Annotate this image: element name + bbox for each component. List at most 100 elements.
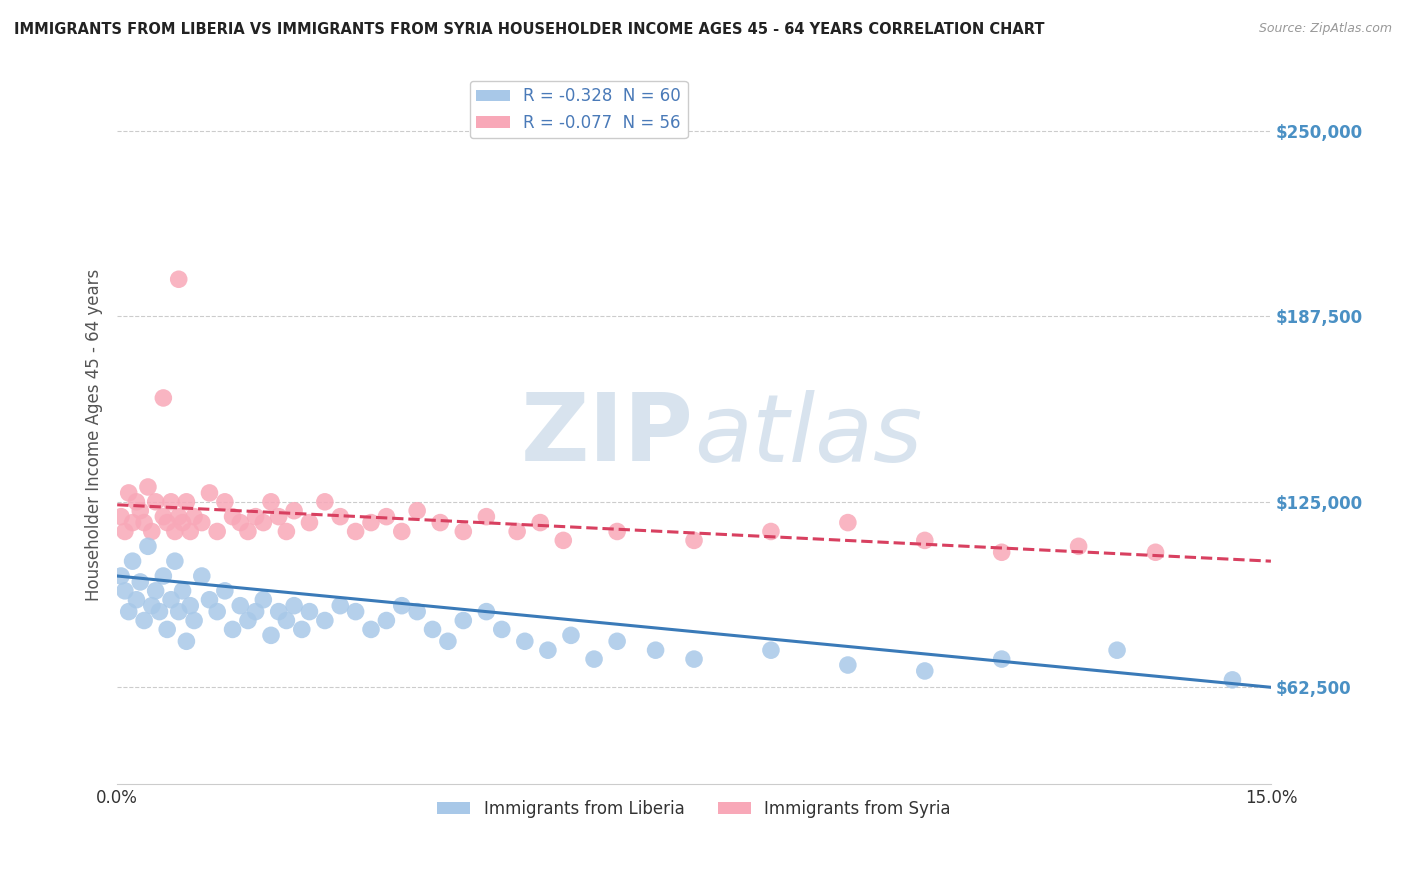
- Point: [183, 614, 205, 628]
- Text: Source: ZipAtlas.com: Source: ZipAtlas.com: [1258, 22, 1392, 36]
- Point: [422, 623, 444, 637]
- Point: [360, 623, 382, 637]
- Point: [214, 495, 236, 509]
- Point: [406, 605, 429, 619]
- Point: [198, 486, 221, 500]
- Point: [453, 524, 475, 539]
- Point: [759, 643, 782, 657]
- Point: [1222, 673, 1244, 687]
- Point: [990, 545, 1012, 559]
- Point: [214, 583, 236, 598]
- Point: [314, 495, 336, 509]
- Point: [837, 516, 859, 530]
- Point: [110, 509, 132, 524]
- Point: [283, 599, 305, 613]
- Point: [221, 509, 243, 524]
- Point: [132, 614, 155, 628]
- Point: [121, 516, 143, 530]
- Point: [176, 495, 198, 509]
- Point: [837, 658, 859, 673]
- Point: [172, 583, 194, 598]
- Point: [267, 605, 290, 619]
- Point: [375, 614, 398, 628]
- Point: [1144, 545, 1167, 559]
- Point: [145, 583, 167, 598]
- Point: [167, 509, 190, 524]
- Point: [236, 614, 259, 628]
- Point: [118, 486, 141, 500]
- Point: [221, 623, 243, 637]
- Point: [291, 623, 314, 637]
- Point: [114, 524, 136, 539]
- Point: [167, 272, 190, 286]
- Point: [429, 516, 451, 530]
- Point: [229, 516, 252, 530]
- Point: [163, 554, 186, 568]
- Point: [391, 599, 413, 613]
- Point: [152, 509, 174, 524]
- Point: [914, 664, 936, 678]
- Point: [406, 504, 429, 518]
- Point: [129, 574, 152, 589]
- Point: [172, 516, 194, 530]
- Point: [160, 592, 183, 607]
- Point: [391, 524, 413, 539]
- Point: [141, 599, 163, 613]
- Point: [560, 628, 582, 642]
- Text: IMMIGRANTS FROM LIBERIA VS IMMIGRANTS FROM SYRIA HOUSEHOLDER INCOME AGES 45 - 64: IMMIGRANTS FROM LIBERIA VS IMMIGRANTS FR…: [14, 22, 1045, 37]
- Point: [205, 524, 228, 539]
- Point: [198, 592, 221, 607]
- Point: [453, 614, 475, 628]
- Point: [644, 643, 666, 657]
- Point: [475, 509, 498, 524]
- Point: [236, 524, 259, 539]
- Point: [283, 504, 305, 518]
- Point: [990, 652, 1012, 666]
- Text: ZIP: ZIP: [522, 389, 695, 481]
- Point: [132, 516, 155, 530]
- Point: [537, 643, 560, 657]
- Point: [1105, 643, 1128, 657]
- Point: [491, 623, 513, 637]
- Point: [129, 504, 152, 518]
- Point: [176, 634, 198, 648]
- Point: [114, 583, 136, 598]
- Point: [152, 391, 174, 405]
- Point: [245, 509, 267, 524]
- Point: [914, 533, 936, 548]
- Point: [314, 614, 336, 628]
- Point: [136, 480, 159, 494]
- Text: atlas: atlas: [695, 390, 922, 481]
- Point: [583, 652, 606, 666]
- Point: [260, 628, 283, 642]
- Point: [329, 599, 352, 613]
- Point: [156, 516, 179, 530]
- Point: [163, 524, 186, 539]
- Point: [360, 516, 382, 530]
- Point: [252, 516, 274, 530]
- Point: [167, 605, 190, 619]
- Point: [276, 524, 298, 539]
- Point: [529, 516, 551, 530]
- Point: [160, 495, 183, 509]
- Point: [329, 509, 352, 524]
- Point: [125, 495, 148, 509]
- Point: [1067, 539, 1090, 553]
- Point: [179, 599, 201, 613]
- Point: [141, 524, 163, 539]
- Point: [121, 554, 143, 568]
- Point: [191, 516, 214, 530]
- Point: [298, 516, 321, 530]
- Point: [506, 524, 529, 539]
- Point: [606, 634, 628, 648]
- Point: [125, 592, 148, 607]
- Y-axis label: Householder Income Ages 45 - 64 years: Householder Income Ages 45 - 64 years: [86, 268, 103, 601]
- Point: [513, 634, 536, 648]
- Point: [110, 569, 132, 583]
- Point: [475, 605, 498, 619]
- Point: [298, 605, 321, 619]
- Point: [191, 569, 214, 583]
- Point: [179, 524, 201, 539]
- Point: [759, 524, 782, 539]
- Point: [145, 495, 167, 509]
